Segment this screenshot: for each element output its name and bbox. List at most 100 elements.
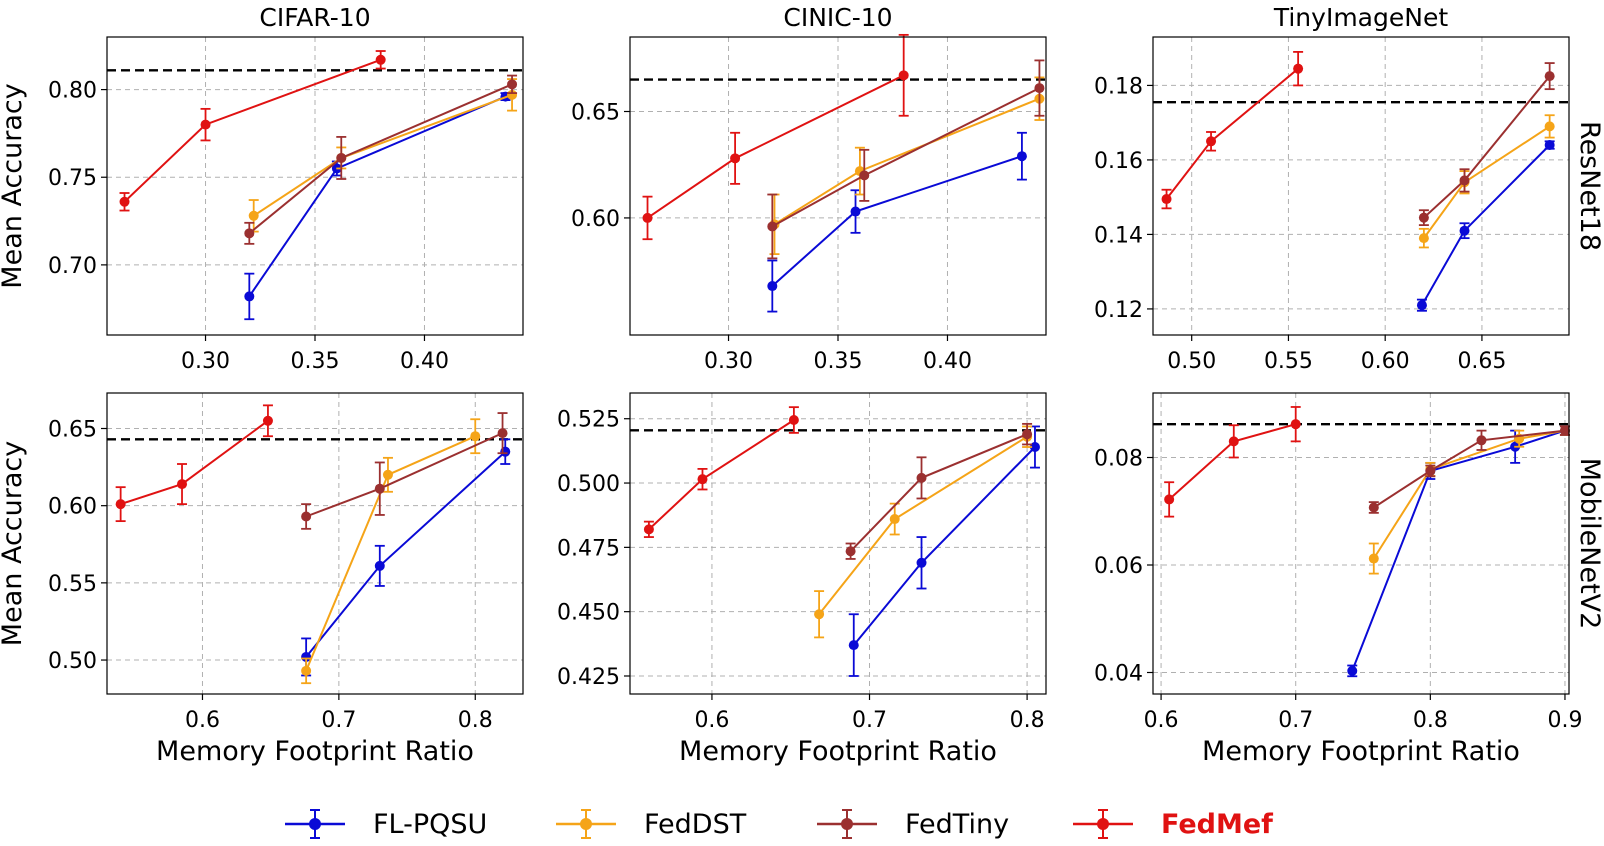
- series-fl-pqsu: [1416, 140, 1555, 312]
- y-tick-label: 0.80: [48, 79, 97, 104]
- data-point: [1228, 436, 1239, 447]
- x-tick-label: 0.40: [400, 349, 449, 374]
- series-line: [773, 97, 1040, 226]
- y-tick-label: 0.14: [1094, 223, 1143, 248]
- x-tick-label: 0.50: [1167, 349, 1216, 374]
- series-fedmef: [1161, 51, 1304, 210]
- data-point: [301, 651, 312, 662]
- series-fedmef: [119, 50, 386, 212]
- series-line: [1372, 429, 1566, 560]
- chart-panel-2: 0.30 0.35 0.40 0.60 0.65 CINIC-10: [571, 3, 1047, 374]
- x-tick-label: 0.8: [458, 708, 493, 733]
- data-point: [788, 415, 799, 426]
- series-line: [1423, 75, 1551, 219]
- legend-label: FedTiny: [905, 809, 1009, 840]
- y-tick-label: 0.475: [557, 536, 620, 561]
- data-point: [119, 196, 130, 207]
- chart-panel-4: 0.6 0.7 0.8 0.50 0.55 0.60 0.65 Memory Footprin…: [0, 392, 524, 767]
- data-point: [697, 474, 708, 485]
- series-line: [771, 87, 1040, 228]
- series-line: [771, 155, 1023, 287]
- y-tick-label: 0.75: [48, 166, 97, 191]
- series-line: [646, 74, 905, 219]
- series-feddst: [248, 78, 518, 233]
- x-tick-label: 0.6: [185, 708, 220, 733]
- y-tick-label: 0.60: [48, 495, 97, 520]
- series-fl-pqsu: [301, 438, 511, 677]
- series-fedtiny: [1368, 425, 1570, 514]
- data-point: [898, 70, 909, 81]
- chart-panel-5: 0.6 0.7 0.8 0.425 0.450 0.475 0.500 0.525 Memory…: [557, 392, 1047, 767]
- y-tick-label: 0.65: [48, 418, 97, 443]
- data-point: [1206, 136, 1217, 147]
- data-point: [889, 514, 900, 525]
- series-line: [120, 419, 269, 506]
- chart-panel-3: 0.50 0.55 0.60 0.65 0.12 0.14 0.16 0.18 TinyImag…: [1094, 3, 1604, 374]
- legend-label: FedDST: [644, 809, 747, 840]
- data-point: [1418, 233, 1429, 244]
- panel-title: CINIC-10: [783, 3, 892, 32]
- data-point: [374, 560, 385, 571]
- x-tick-label: 0.7: [1278, 708, 1313, 733]
- y-tick-label: 0.60: [571, 207, 620, 232]
- x-tick-label: 0.6: [1144, 708, 1179, 733]
- legend-label: FedMef: [1161, 809, 1273, 840]
- series-fedtiny: [1418, 62, 1555, 227]
- data-point: [1368, 502, 1379, 513]
- data-point: [1476, 435, 1487, 446]
- legend-marker: [309, 818, 321, 830]
- legend-marker: [580, 818, 592, 830]
- legend-entry-fedtiny: FedTiny: [817, 809, 1009, 840]
- x-tick-label: 0.7: [321, 708, 356, 733]
- data-point: [1161, 194, 1172, 205]
- x-tick-label: 0.30: [704, 349, 753, 374]
- x-tick-label: 0.9: [1547, 708, 1582, 733]
- data-point: [845, 546, 856, 557]
- series-feddst: [1418, 114, 1555, 249]
- data-point: [1559, 425, 1570, 436]
- legend-entry-feddst: FedDST: [556, 809, 747, 840]
- data-point: [1022, 429, 1033, 440]
- data-point: [470, 431, 481, 442]
- series-fl-pqsu: [848, 425, 1040, 677]
- row-label: MobileNetV2: [1574, 458, 1604, 630]
- y-tick-label: 0.16: [1094, 149, 1143, 174]
- y-axis-label: Mean Accuracy: [0, 441, 28, 646]
- x-axis-label: Memory Footprint Ratio: [156, 736, 474, 767]
- data-point: [336, 152, 347, 163]
- legend-label: FL-PQSU: [373, 809, 487, 840]
- x-tick-label: 0.35: [814, 349, 863, 374]
- x-tick-label: 0.8: [1413, 708, 1448, 733]
- series-fedtiny: [767, 59, 1045, 260]
- data-point: [814, 609, 825, 620]
- legend-entry-fl-pqsu: FL-PQSU: [285, 809, 487, 840]
- y-tick-label: 0.450: [557, 601, 620, 626]
- series-fl-pqsu: [1347, 425, 1570, 678]
- data-point: [244, 228, 255, 239]
- data-point: [1544, 71, 1555, 82]
- data-point: [1544, 140, 1555, 151]
- data-point: [262, 415, 273, 426]
- series-fedtiny: [244, 74, 518, 245]
- data-point: [767, 281, 778, 292]
- data-point: [301, 511, 312, 522]
- data-point: [1368, 553, 1379, 564]
- series-line: [123, 58, 382, 203]
- x-tick-label: 0.7: [852, 708, 887, 733]
- data-point: [244, 291, 255, 302]
- data-point: [1347, 665, 1358, 676]
- data-point: [177, 479, 188, 490]
- data-point: [1164, 494, 1175, 505]
- data-point: [642, 212, 653, 223]
- x-tick-label: 0.8: [1010, 708, 1045, 733]
- y-tick-label: 0.06: [1094, 554, 1143, 579]
- data-point: [1425, 465, 1436, 476]
- series-feddst: [301, 418, 481, 685]
- data-point: [248, 210, 259, 221]
- y-tick-label: 0.425: [557, 665, 620, 690]
- series-line: [305, 450, 506, 658]
- data-point: [1290, 419, 1301, 430]
- series-line: [1373, 429, 1566, 509]
- plot-frame: [629, 392, 1047, 695]
